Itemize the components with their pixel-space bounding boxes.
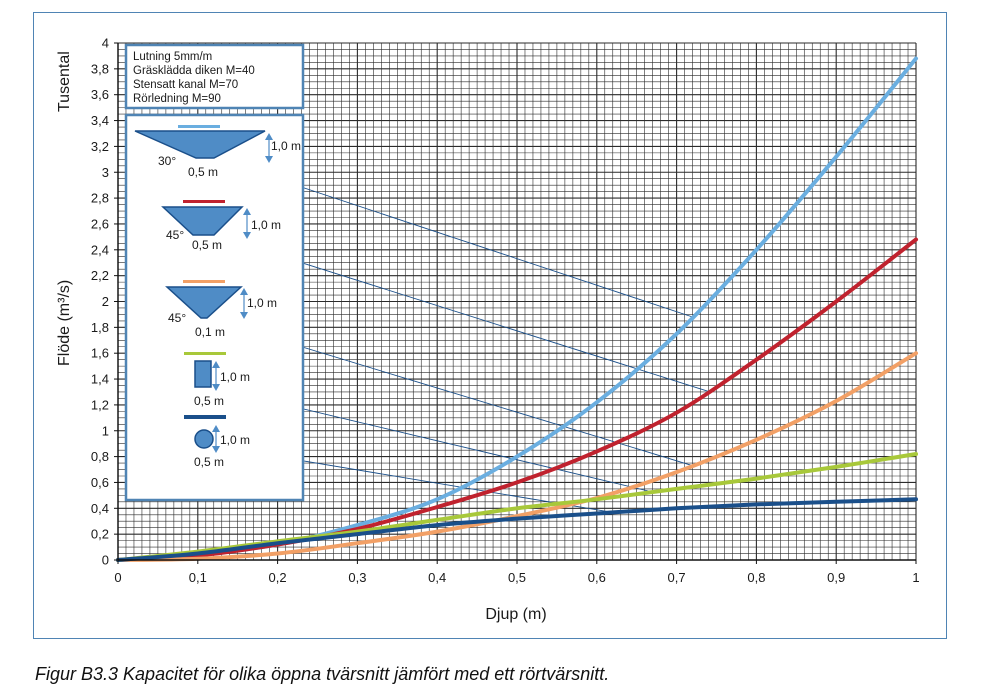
y-tick-label: 4: [102, 36, 109, 51]
shape-3-angle: 45°: [168, 311, 186, 325]
y-tick-label: 3,2: [91, 139, 109, 154]
shape-5-width: 0,5 m: [194, 455, 224, 469]
shape-2-width: 0,5 m: [192, 238, 222, 252]
shape-1-angle: 30°: [158, 154, 176, 168]
y-tick-label: 0,8: [91, 449, 109, 464]
y-tick-label: 0: [102, 553, 109, 568]
shape-5-height: 1,0 m: [220, 433, 250, 447]
y-tick-label: 2,6: [91, 216, 109, 231]
y-axis-title: Flöde (m³/s): [56, 280, 73, 366]
shape-1-height: 1,0 m: [271, 139, 301, 153]
x-tick-label: 0,7: [668, 570, 686, 585]
series-line-3: [116, 351, 918, 562]
x-tick-label: 1: [912, 570, 919, 585]
y-tick-label: 3,6: [91, 87, 109, 102]
legend-line-2: Gräsklädda diken M=40: [133, 65, 255, 77]
y-tick-label: 2: [102, 294, 109, 309]
y-tick-label: 1,6: [91, 346, 109, 361]
series-line-5: [116, 497, 918, 562]
x-tick-label: 0,8: [747, 570, 765, 585]
y-tick-label: 3,4: [91, 113, 109, 128]
legend-line-1: Lutning 5mm/m: [133, 51, 212, 63]
shape-rectangle: 1,0 m 0,5 m: [184, 352, 250, 408]
x-tick-label: 0,2: [269, 570, 287, 585]
x-tick-label: 0,1: [189, 570, 207, 585]
shape-4-height: 1,0 m: [220, 370, 250, 384]
shape-pipe: 1,0 m 0,5 m: [184, 415, 250, 469]
y-multiplier-label: Tusental: [56, 51, 73, 112]
y-tick-label: 3: [102, 165, 109, 180]
x-tick-label: 0,4: [428, 570, 446, 585]
y-tick-label: 1,8: [91, 320, 109, 335]
shape-3-width: 0,1 m: [195, 325, 225, 339]
y-tick-label: 2,2: [91, 268, 109, 283]
shape-1-width: 0,5 m: [188, 165, 218, 179]
y-tick-label: 1,2: [91, 397, 109, 412]
x-tick-label: 0,5: [508, 570, 526, 585]
x-tick-label: 0: [114, 570, 121, 585]
y-tick-label: 0,2: [91, 527, 109, 542]
y-tick-label: 2,4: [91, 242, 109, 257]
shape-trapezoid-30: 1,0 m 30° 0,5 m: [134, 125, 301, 179]
figure-caption: Figur B3.3 Kapacitet för olika öppna tvä…: [35, 664, 610, 684]
y-tick-label: 3,8: [91, 61, 109, 76]
x-tick-label: 0,3: [348, 570, 366, 585]
shape-trapezoid-45-narrow: 1,0 m 45° 0,1 m: [165, 280, 277, 339]
legend-line-4: Rörledning M=90: [133, 93, 221, 105]
shape-2-height: 1,0 m: [251, 218, 281, 232]
shape-trapezoid-45: 1,0 m 45° 0,5 m: [161, 200, 281, 252]
y-tick-label: 0,4: [91, 501, 109, 516]
y-tick-label: 1: [102, 423, 109, 438]
shape-3-height: 1,0 m: [247, 296, 277, 310]
y-tick-label: 2,8: [91, 191, 109, 206]
x-axis-title: Djup (m): [485, 606, 546, 623]
shape-2-angle: 45°: [166, 228, 184, 242]
series-lines: [116, 56, 918, 562]
axes: 0 0,2 0,4 0,6 0,8 1 1,2 1,4 1,6 1,8 2 2,2 2,4 2,6 2,8 3…: [91, 36, 920, 586]
chart-frame: [33, 12, 947, 639]
x-tick-label: 0,6: [588, 570, 606, 585]
legend-line-3: Stensatt kanal M=70: [133, 79, 238, 91]
legend-box: Lutning 5mm/m Gräsklädda diken M=40 Sten…: [124, 43, 305, 110]
y-tick-label: 1,4: [91, 372, 109, 387]
x-tick-label: 0,9: [827, 570, 845, 585]
y-tick-label: 0,6: [91, 475, 109, 490]
shape-4-width: 0,5 m: [194, 394, 224, 408]
cross-section-box: 1,0 m 30° 0,5 m 1,0 m 45° 0,5 m 1,0 m 45…: [124, 113, 305, 502]
